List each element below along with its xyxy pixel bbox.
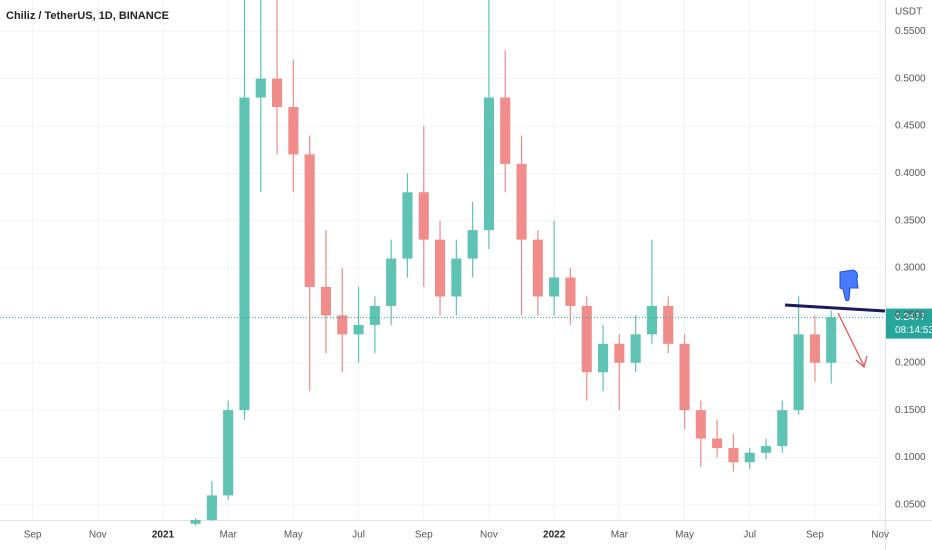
candle-body	[467, 230, 478, 259]
x-tick-label: Mar	[220, 530, 238, 541]
candle-body	[565, 277, 576, 306]
thumbs-down-icon	[839, 269, 859, 302]
y-tick-label: 0.2500	[895, 310, 926, 321]
x-tick-label: 2022	[543, 530, 566, 541]
last-price-label: 0.2477	[895, 312, 926, 323]
candle-body	[646, 305, 657, 335]
candles	[190, 0, 837, 526]
candle-body	[581, 305, 592, 373]
y-tick-label: 0.4000	[895, 168, 926, 179]
candle-body	[695, 410, 706, 439]
y-tick-label: 0.4500	[895, 121, 926, 132]
y-tick-label: 0.3000	[895, 263, 926, 274]
y-tick-label: 0.5000	[895, 73, 926, 84]
candle-body	[630, 334, 641, 363]
y-tick-label: 0.2000	[895, 357, 926, 368]
candle-body	[288, 107, 299, 155]
x-tick-label: Jul	[743, 530, 756, 541]
candle-body	[549, 277, 560, 297]
candle-body	[597, 343, 609, 373]
candle-body	[223, 410, 234, 496]
candle-body	[826, 317, 837, 363]
candle-body	[451, 258, 462, 297]
candle-body	[206, 495, 217, 520]
candle-body	[369, 305, 380, 325]
countdown-label: 08:14:53	[895, 325, 932, 336]
candle-body	[712, 438, 723, 449]
candle-body	[777, 410, 788, 447]
x-tick-label: May	[675, 530, 694, 541]
x-tick-label: Sep	[806, 530, 824, 541]
candle-body	[760, 446, 772, 453]
candle-body	[532, 239, 543, 297]
x-tick-label: May	[284, 530, 303, 541]
candle-body	[483, 97, 495, 231]
y-tick-label: 0.1500	[895, 405, 926, 416]
candle-body	[500, 97, 511, 164]
chart-title: Chiliz / TetherUS, 1D, BINANCE	[6, 10, 169, 22]
candle-body	[728, 448, 739, 463]
candle-body	[190, 520, 201, 524]
x-tick-label: Sep	[24, 530, 42, 541]
candle-body	[418, 192, 429, 240]
x-tick-label: Jul	[352, 530, 365, 541]
candle-body	[679, 343, 690, 411]
y-axis-label: USDT	[895, 7, 922, 18]
x-tick-label: Nov	[89, 530, 107, 541]
y-tick-label: 0.1000	[895, 452, 926, 463]
candle-body	[663, 305, 674, 344]
candle-body	[614, 343, 625, 363]
candle-body	[320, 286, 332, 316]
candle-body	[304, 154, 315, 287]
y-tick-label: 0.3500	[895, 215, 926, 226]
candle-body	[239, 97, 250, 411]
x-tick-label: Mar	[611, 530, 629, 541]
y-tick-label: 0.5500	[895, 26, 926, 37]
candle-body	[744, 452, 755, 463]
x-tick-label: Nov	[480, 530, 498, 541]
overlay: 0.2477 08:14:53	[0, 308, 932, 339]
candle-body	[402, 192, 413, 259]
candle-body	[337, 315, 348, 335]
x-tick-label: Sep	[415, 530, 433, 541]
y-tick-label: 0.0500	[895, 499, 926, 510]
candle-body	[272, 78, 283, 108]
candle-body	[255, 78, 266, 98]
candle-body	[386, 258, 397, 306]
grid	[0, 0, 885, 520]
last-price-box	[886, 308, 932, 339]
candle-body	[793, 334, 804, 411]
candle-body	[435, 239, 446, 297]
candle-body	[353, 324, 364, 335]
x-tick-label: Nov	[871, 530, 889, 541]
x-tick-label: 2021	[152, 530, 175, 541]
candle-body	[516, 163, 527, 240]
arrow-line	[837, 312, 865, 367]
arrow-head	[855, 355, 868, 369]
trend-line	[784, 303, 886, 313]
candle-body	[809, 334, 820, 363]
